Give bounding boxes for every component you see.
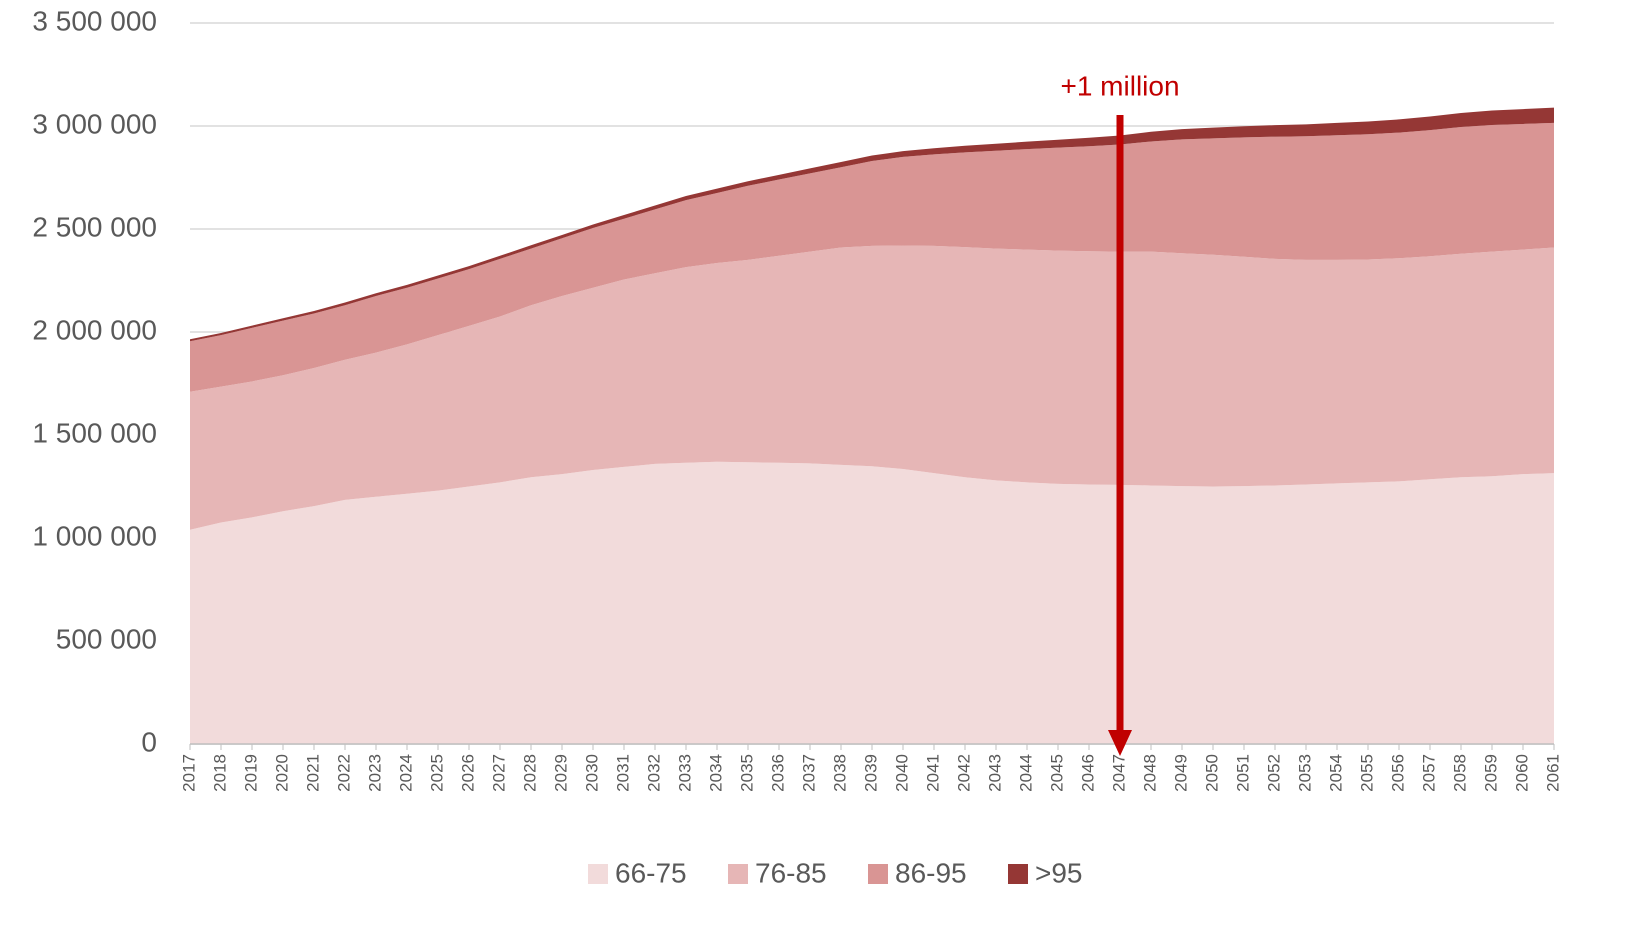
x-tick-label: 2017 [179, 754, 198, 792]
x-tick-label: 2038 [830, 754, 849, 792]
x-tick-label: 2020 [272, 754, 291, 792]
x-tick-label: 2046 [1078, 754, 1097, 792]
y-tick-label: 2 000 000 [32, 314, 157, 345]
x-tick-label: 2021 [303, 754, 322, 792]
x-tick-label: 2025 [427, 754, 446, 792]
x-tick-label: 2023 [365, 754, 384, 792]
legend-label: 86-95 [895, 857, 967, 888]
area [190, 122, 1554, 392]
y-tick-label: 1 000 000 [32, 520, 157, 551]
x-tick-label: 2040 [892, 754, 911, 792]
x-tick-label: 2029 [551, 754, 570, 792]
x-tick-label: 2056 [1388, 754, 1407, 792]
y-tick-label: 3 000 000 [32, 108, 157, 139]
arrow-head [1108, 730, 1132, 756]
y-tick-label: 500 000 [56, 623, 157, 654]
x-tick-label: 2043 [985, 754, 1004, 792]
x-tick-label: 2060 [1512, 754, 1531, 792]
x-tick-label: 2058 [1450, 754, 1469, 792]
area [190, 107, 1554, 342]
x-tick-label: 2048 [1140, 754, 1159, 792]
x-tick-label: 2061 [1543, 754, 1562, 792]
y-tick-label: 0 [141, 726, 157, 757]
x-tick-label: 2051 [1233, 754, 1252, 792]
x-tick-label: 2031 [613, 754, 632, 792]
x-tick-label: 2027 [489, 754, 508, 792]
x-tick-label: 2054 [1326, 754, 1345, 792]
x-tick-label: 2049 [1171, 754, 1190, 792]
legend-label: 66-75 [615, 857, 687, 888]
legend-swatch [728, 864, 748, 884]
x-tick-label: 2047 [1109, 754, 1128, 792]
x-tick-label: 2036 [768, 754, 787, 792]
x-tick-label: 2028 [520, 754, 539, 792]
x-tick-label: 2018 [210, 754, 229, 792]
y-tick-label: 1 500 000 [32, 417, 157, 448]
area [190, 245, 1554, 530]
y-tick-label: 3 500 000 [32, 5, 157, 36]
legend-swatch [588, 864, 608, 884]
x-tick-label: 2022 [334, 754, 353, 792]
x-tick-label: 2032 [644, 754, 663, 792]
x-tick-label: 2030 [582, 754, 601, 792]
x-tick-label: 2037 [799, 754, 818, 792]
area [190, 461, 1554, 744]
x-tick-label: 2041 [923, 754, 942, 792]
legend-swatch [868, 864, 888, 884]
x-tick-label: 2057 [1419, 754, 1438, 792]
x-tick-label: 2045 [1047, 754, 1066, 792]
x-tick-label: 2059 [1481, 754, 1500, 792]
annotation: +1 million [1060, 70, 1179, 101]
x-tick-label: 2024 [396, 754, 415, 792]
legend-label: 76-85 [755, 857, 827, 888]
legend-swatch [1008, 864, 1028, 884]
legend-label: >95 [1035, 857, 1083, 888]
x-tick-label: 2034 [706, 754, 725, 792]
y-tick-label: 2 500 000 [32, 211, 157, 242]
x-tick-label: 2044 [1016, 754, 1035, 792]
x-tick-label: 2033 [675, 754, 694, 792]
x-tick-label: 2055 [1357, 754, 1376, 792]
x-tick-label: 2042 [954, 754, 973, 792]
x-tick-label: 2019 [241, 754, 260, 792]
x-tick-label: 2039 [861, 754, 880, 792]
x-tick-label: 2050 [1202, 754, 1221, 792]
x-tick-label: 2052 [1264, 754, 1283, 792]
x-tick-label: 2035 [737, 754, 756, 792]
x-tick-label: 2026 [458, 754, 477, 792]
x-tick-label: 2053 [1295, 754, 1314, 792]
